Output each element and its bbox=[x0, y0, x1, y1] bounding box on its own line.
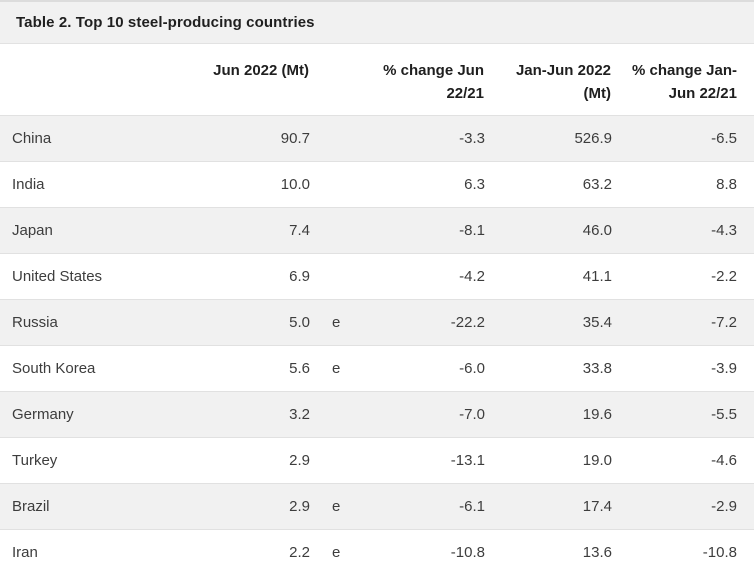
cell-pct-change-jun: -3.3 bbox=[459, 129, 485, 147]
cell-pct-change-jun: -4.2 bbox=[459, 267, 485, 285]
cell-country: Iran bbox=[12, 543, 38, 561]
cell-pct-change-jun: -13.1 bbox=[450, 451, 485, 469]
cell-jun-2022: 5.0 bbox=[289, 313, 310, 331]
cell-pct-change-jun: -10.8 bbox=[450, 543, 485, 561]
table-body: China 90.7 -3.3 526.9 -6.5 India 10.0 6.… bbox=[0, 115, 754, 575]
cell-jun-2022: 5.6 bbox=[289, 359, 310, 377]
steel-production-table: Jun 2022 (Mt) % change Jun 22/21 Jan-Jun… bbox=[0, 44, 754, 575]
cell-jan-jun-2022: 63.2 bbox=[582, 175, 612, 193]
header-line: Jun 22/21 bbox=[668, 85, 737, 102]
table-header: Jun 2022 (Mt) % change Jun 22/21 Jan-Jun… bbox=[0, 44, 754, 115]
cell-pct-change-jan-jun: -4.3 bbox=[711, 221, 737, 239]
table-row-japan: Japan 7.4 -8.1 46.0 -4.3 bbox=[0, 207, 754, 253]
cell-jan-jun-2022: 46.0 bbox=[582, 221, 612, 239]
header-line: (Mt) bbox=[583, 85, 611, 102]
table-row-united-states: United States 6.9 -4.2 41.1 -2.2 bbox=[0, 253, 754, 299]
table-row-turkey: Turkey 2.9 -13.1 19.0 -4.6 bbox=[0, 437, 754, 483]
table-title: Table 2. Top 10 steel-producing countrie… bbox=[16, 14, 315, 31]
cell-estimate-flag bbox=[310, 161, 365, 207]
cell-country: United States bbox=[12, 267, 103, 285]
cell-estimate-flag: e bbox=[332, 543, 341, 561]
cell-jun-2022: 10.0 bbox=[280, 175, 310, 193]
column-header-pct-change-jun: % change Jun 22/21 bbox=[365, 44, 485, 115]
cell-estimate-flag: e bbox=[332, 497, 341, 515]
cell-jun-2022: 3.2 bbox=[289, 405, 310, 423]
cell-jan-jun-2022: 19.0 bbox=[582, 451, 612, 469]
cell-jan-jun-2022: 41.1 bbox=[582, 267, 612, 285]
table-row-russia: Russia 5.0 e -22.2 35.4 -7.2 bbox=[0, 299, 754, 345]
cell-estimate-flag: e bbox=[332, 313, 341, 331]
header-line: Jan-Jun 2022 bbox=[515, 62, 611, 79]
cell-jan-jun-2022: 526.9 bbox=[574, 129, 612, 147]
cell-pct-change-jun: -6.0 bbox=[459, 359, 485, 377]
cell-pct-change-jan-jun: -6.5 bbox=[711, 129, 737, 147]
header-line: % change Jun bbox=[383, 62, 484, 79]
cell-country: Japan bbox=[12, 221, 53, 239]
cell-jun-2022: 2.9 bbox=[289, 497, 310, 515]
table-row-india: India 10.0 6.3 63.2 8.8 bbox=[0, 161, 754, 207]
column-header-pct-change-jan-jun: % change Jan- Jun 22/21 bbox=[612, 44, 754, 115]
cell-country: Turkey bbox=[12, 451, 58, 469]
table-row-brazil: Brazil 2.9 e -6.1 17.4 -2.9 bbox=[0, 483, 754, 529]
cell-pct-change-jan-jun: -2.2 bbox=[711, 267, 737, 285]
cell-pct-change-jun: -7.0 bbox=[459, 405, 485, 423]
cell-estimate-flag bbox=[310, 253, 365, 299]
column-header-jan-jun-2022: Jan-Jun 2022 (Mt) bbox=[485, 44, 612, 115]
cell-country: Russia bbox=[12, 313, 58, 331]
table-row-germany: Germany 3.2 -7.0 19.6 -5.5 bbox=[0, 391, 754, 437]
column-header-country bbox=[0, 44, 150, 115]
header-line: % change Jan- bbox=[631, 62, 737, 79]
cell-country: India bbox=[12, 175, 45, 193]
cell-pct-change-jan-jun: -7.2 bbox=[711, 313, 737, 331]
cell-pct-change-jan-jun: -5.5 bbox=[711, 405, 737, 423]
cell-pct-change-jun: -22.2 bbox=[450, 313, 485, 331]
cell-jun-2022: 2.2 bbox=[289, 543, 310, 561]
cell-country: China bbox=[12, 129, 52, 147]
table-row-iran: Iran 2.2 e -10.8 13.6 -10.8 bbox=[0, 529, 754, 575]
table-row-china: China 90.7 -3.3 526.9 -6.5 bbox=[0, 115, 754, 161]
cell-jan-jun-2022: 35.4 bbox=[582, 313, 612, 331]
cell-jun-2022: 7.4 bbox=[289, 221, 310, 239]
column-header-estimate-flag bbox=[310, 44, 365, 115]
header-line: 22/21 bbox=[446, 85, 484, 102]
column-header-jun-2022: Jun 2022 (Mt) bbox=[150, 44, 310, 115]
cell-pct-change-jun: 6.3 bbox=[464, 175, 485, 193]
cell-jun-2022: 2.9 bbox=[289, 451, 310, 469]
cell-jun-2022: 6.9 bbox=[289, 267, 310, 285]
table-row-south-korea: South Korea 5.6 e -6.0 33.8 -3.9 bbox=[0, 345, 754, 391]
cell-estimate-flag: e bbox=[332, 359, 341, 377]
cell-jan-jun-2022: 19.6 bbox=[582, 405, 612, 423]
header-row: Jun 2022 (Mt) % change Jun 22/21 Jan-Jun… bbox=[0, 44, 754, 115]
cell-pct-change-jan-jun: -2.9 bbox=[711, 497, 737, 515]
cell-pct-change-jan-jun: 8.8 bbox=[716, 175, 737, 193]
cell-country: Germany bbox=[12, 405, 74, 423]
cell-pct-change-jun: -6.1 bbox=[459, 497, 485, 515]
cell-estimate-flag bbox=[310, 115, 365, 161]
cell-jan-jun-2022: 33.8 bbox=[582, 359, 612, 377]
cell-country: Brazil bbox=[12, 497, 50, 515]
cell-pct-change-jan-jun: -3.9 bbox=[711, 359, 737, 377]
cell-jun-2022: 90.7 bbox=[280, 129, 310, 147]
cell-country: South Korea bbox=[12, 359, 96, 377]
cell-estimate-flag bbox=[310, 207, 365, 253]
cell-jan-jun-2022: 13.6 bbox=[582, 543, 612, 561]
cell-jan-jun-2022: 17.4 bbox=[582, 497, 612, 515]
header-line: Jun 2022 (Mt) bbox=[213, 62, 309, 79]
cell-estimate-flag bbox=[310, 391, 365, 437]
cell-pct-change-jan-jun: -10.8 bbox=[702, 543, 737, 561]
table-title-bar: Table 2. Top 10 steel-producing countrie… bbox=[0, 0, 754, 44]
cell-pct-change-jun: -8.1 bbox=[459, 221, 485, 239]
cell-estimate-flag bbox=[310, 437, 365, 483]
cell-pct-change-jan-jun: -4.6 bbox=[711, 451, 737, 469]
